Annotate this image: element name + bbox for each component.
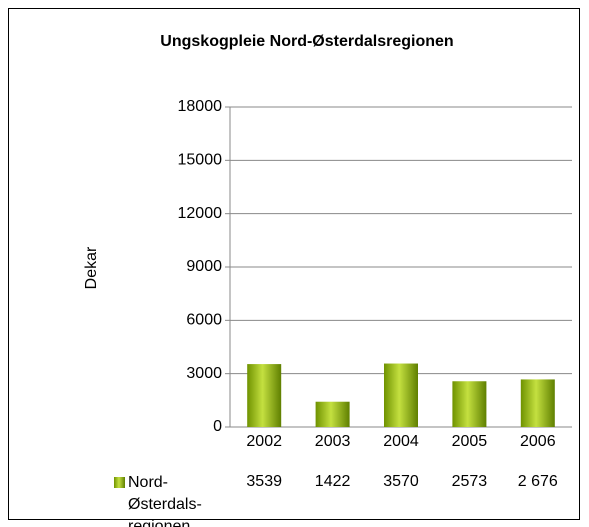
table-value: 3539 [246,473,282,490]
y-tick-label: 15000 [178,152,223,169]
bar [315,401,350,427]
y-tick-label: 0 [213,418,222,435]
table-value: 2 676 [518,473,558,490]
chart-title: Ungskogpleie Nord-Østerdalsregionen [160,33,453,50]
x-tick-label: 2006 [520,433,556,450]
y-tick-label: 9000 [186,258,222,275]
y-tick-label: 6000 [186,312,222,329]
legend-label: Nord-Østerdals-regionen [128,474,202,527]
bar [452,381,487,427]
legend-swatch [114,477,125,488]
x-tick-label: 2005 [452,433,488,450]
table-value: 3570 [383,473,419,490]
y-tick-label: 3000 [186,365,222,382]
bar [520,379,555,427]
bar [247,364,282,427]
bar [384,363,418,427]
y-axis-label: Dekar [83,246,100,289]
y-tick-label: 18000 [178,98,223,115]
x-tick-label: 2002 [246,433,282,450]
table-value: 1422 [315,473,351,490]
x-tick-label: 2003 [315,433,351,450]
chart-border [8,8,580,520]
y-tick-label: 12000 [178,205,223,222]
x-tick-label: 2004 [383,433,419,450]
table-value: 2573 [452,473,488,490]
